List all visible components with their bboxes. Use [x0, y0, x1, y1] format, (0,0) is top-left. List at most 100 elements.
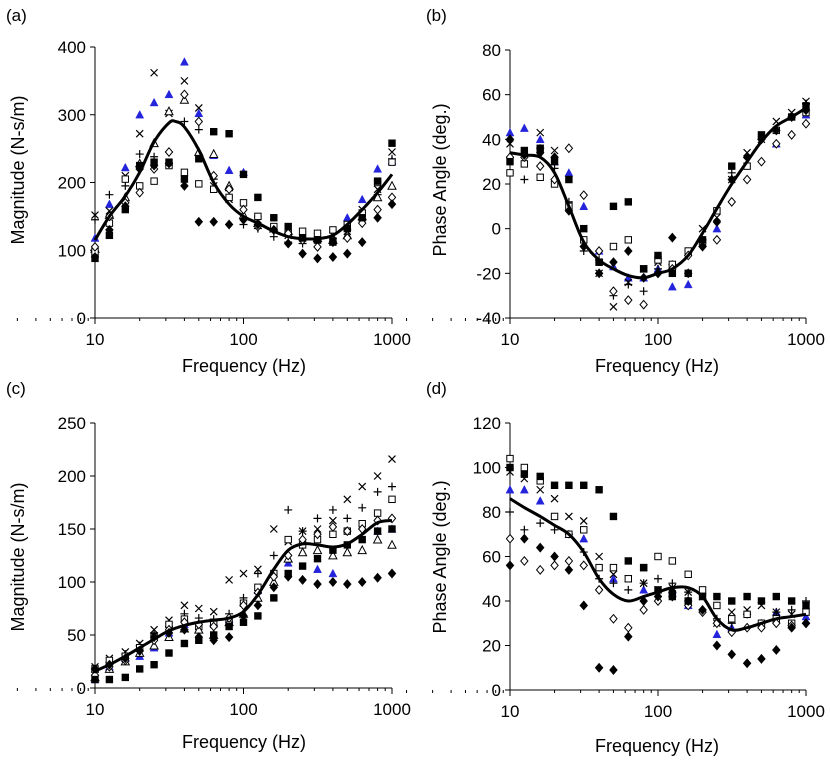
panel-c-data-point	[284, 535, 292, 544]
panel-d-y-tick-label: 120	[473, 414, 501, 433]
panel-d-data-point	[550, 481, 559, 490]
panel-c-data-point	[90, 663, 100, 674]
panel-c-data-point	[105, 675, 114, 684]
panel-c-data-point	[343, 495, 352, 504]
panel-a-x-tick-label: 100	[229, 330, 257, 349]
panel-d-data-point	[801, 618, 811, 629]
panel-c-data-point	[194, 632, 204, 643]
panel-d-data-point	[564, 555, 574, 566]
panel-b-data-point	[639, 265, 648, 273]
panel-a-data-point	[224, 219, 234, 230]
panel-d-data-point	[624, 622, 633, 633]
panel-c-data-point	[239, 569, 248, 578]
panel-d-data-point	[639, 604, 648, 615]
panel-d-data-point	[594, 662, 604, 673]
panel-d: (d) Frequency (Hz) Phase Angle (deg.)	[426, 379, 719, 756]
panel-b-data-point	[624, 236, 633, 244]
panel-d-data-point	[727, 649, 737, 660]
panel-d-data-point	[654, 574, 662, 583]
panel-a-data-point	[90, 241, 100, 252]
panel-b-data-point	[506, 169, 514, 177]
panel-c-data-point	[357, 544, 368, 555]
panel-d-data-point	[550, 525, 559, 534]
panel-d-label: (d)	[426, 379, 447, 398]
panel-c-data-point	[91, 675, 99, 684]
panel-a-data-point	[120, 162, 130, 172]
panel-c-data-point	[372, 534, 383, 544]
panel-d-data-point	[772, 644, 781, 655]
panel-c-y-tick-label: 100	[58, 573, 86, 592]
panel-c-data-point	[312, 544, 323, 555]
panel-d-data-point	[802, 601, 810, 610]
panel-d-data-point	[536, 485, 545, 494]
panel-c-data-point	[254, 612, 262, 620]
panel-a-data-point	[373, 177, 382, 185]
panel-b-data-point	[580, 224, 588, 233]
panel-c-data-point	[253, 569, 262, 578]
panel-a-data-point	[91, 211, 99, 219]
panel-a-x-axis-title: Frequency (Hz)	[182, 356, 306, 376]
panel-a-data-point	[121, 201, 130, 212]
panel-a-y-tick-label: 400	[58, 38, 86, 57]
panel-d-data-point	[535, 542, 545, 553]
panel-a-data-point	[239, 204, 248, 215]
panel-a-data-point	[180, 180, 189, 191]
panel-d-data-point	[609, 512, 618, 521]
panel-d-data-point	[579, 516, 588, 525]
panel-a-data-point	[239, 170, 248, 179]
panel-d-y-tick-label: 100	[473, 459, 501, 478]
panel-a-series-filled-square	[91, 127, 396, 263]
panel-d-y-tick-label: 0	[492, 681, 501, 700]
panel-c-data-point	[298, 562, 307, 570]
panel-b-data-point	[594, 268, 604, 279]
panel-c-data-point	[298, 574, 307, 585]
panel-c-data-point	[239, 600, 248, 611]
panel-a-data-point	[91, 215, 99, 224]
panel-a-data-point	[149, 97, 159, 107]
panel-a-data-point	[357, 194, 367, 204]
panel-d-plot: 0 20 40 60 80 100 120 10 100 1000	[406, 414, 825, 721]
panel-c-data-point	[373, 515, 382, 526]
panel-a-label: (a)	[6, 6, 27, 25]
panel-a-data-point	[373, 164, 383, 173]
panel-c-data-point	[358, 535, 366, 544]
panel-a-data-point	[328, 252, 338, 262]
panel-c-data-point	[313, 525, 322, 533]
panel-c-data-point	[269, 525, 278, 533]
panel-d-x-axis-title: Frequency (Hz)	[595, 736, 719, 756]
panel-b-x-tick-label: 100	[644, 330, 672, 349]
panel-d-data-point	[624, 585, 633, 594]
panel-a-fit-curve	[93, 119, 394, 241]
panel-c-data-point	[373, 572, 382, 583]
panel-b-data-point	[579, 190, 589, 201]
panel-a-data-point	[164, 89, 174, 99]
panel-a-data-point	[373, 212, 382, 223]
panel-a-data-point	[225, 130, 233, 138]
panel-a-data-point	[135, 110, 145, 119]
panel-b-data-point	[742, 174, 752, 185]
panel-c-data-point	[283, 571, 293, 582]
panel-d-y-tick-label: 80	[482, 503, 501, 522]
panel-a-y-tick-label: 100	[58, 241, 86, 260]
panel-b-data-point	[667, 281, 677, 291]
panel-d-data-point	[595, 563, 603, 572]
panel-b-data-point	[727, 196, 737, 207]
panel-a-data-point	[195, 180, 203, 188]
panel-b-data-point	[579, 201, 589, 210]
panel-b-data-point	[624, 246, 633, 256]
panel-c-data-point	[209, 621, 218, 632]
panel-b-series-filled-square	[506, 102, 810, 278]
panel-b-data-point	[550, 146, 559, 155]
panel-d-fit-curve	[509, 497, 807, 632]
panel-d-data-point	[713, 592, 721, 601]
panel-d-data-point	[609, 613, 618, 624]
panel-a-data-point	[298, 248, 307, 259]
panel-d-data-point	[728, 615, 736, 623]
panel-b-data-point	[594, 246, 604, 256]
panel-a-data-point	[388, 139, 396, 147]
panel-d-data-point	[712, 640, 722, 651]
panel-a-x-tick-label: 1000	[373, 330, 411, 349]
panel-a-data-point	[208, 148, 219, 158]
panel-b-data-point	[609, 242, 618, 251]
